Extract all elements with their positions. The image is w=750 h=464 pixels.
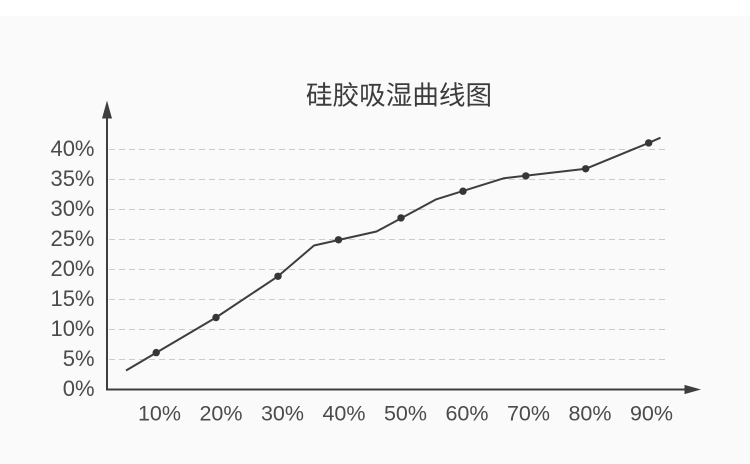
svg-text:10%: 10% xyxy=(138,402,181,426)
svg-text:10%: 10% xyxy=(50,316,94,341)
svg-text:5%: 5% xyxy=(63,346,95,371)
svg-text:40%: 40% xyxy=(50,136,94,161)
svg-text:30%: 30% xyxy=(50,196,94,221)
svg-text:30%: 30% xyxy=(261,402,304,426)
svg-text:50%: 50% xyxy=(384,402,427,426)
svg-text:20%: 20% xyxy=(50,256,94,281)
svg-text:70%: 70% xyxy=(507,402,550,426)
svg-text:20%: 20% xyxy=(199,402,242,426)
svg-text:35%: 35% xyxy=(50,166,94,191)
svg-text:90%: 90% xyxy=(630,402,673,426)
svg-text:0%: 0% xyxy=(63,376,95,401)
svg-text:60%: 60% xyxy=(445,402,488,426)
svg-text:15%: 15% xyxy=(50,286,94,311)
svg-text:25%: 25% xyxy=(50,226,94,251)
svg-text:80%: 80% xyxy=(568,402,611,426)
svg-text:40%: 40% xyxy=(322,402,365,426)
